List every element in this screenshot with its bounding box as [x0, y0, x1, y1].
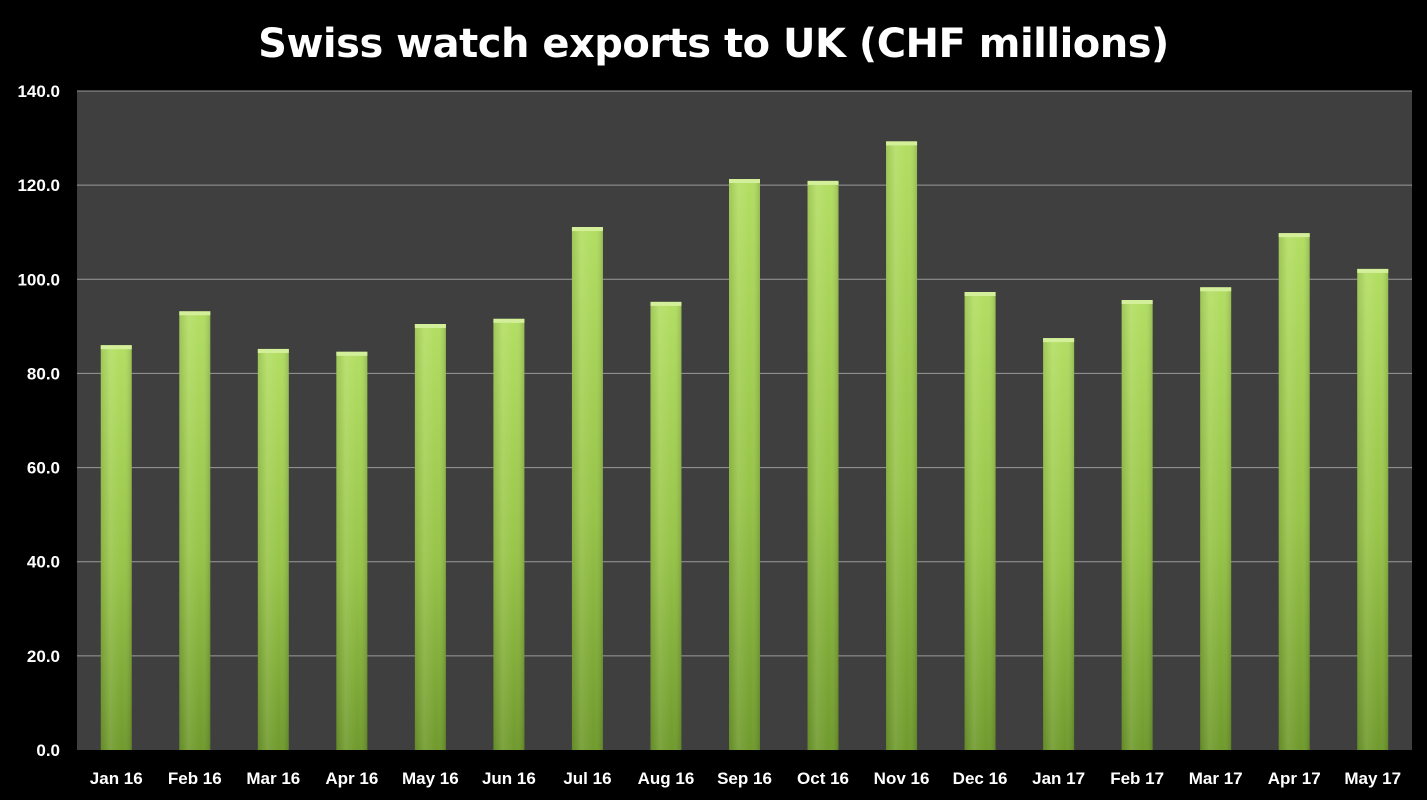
x-tick-label: Jan 17	[1032, 769, 1085, 788]
bar-shading	[336, 351, 368, 750]
bar-shading	[1278, 233, 1310, 751]
bar-shading	[807, 180, 839, 750]
bar-shading	[1200, 287, 1232, 750]
x-tick-label: Jul 16	[563, 769, 611, 788]
bar-shading	[179, 311, 211, 750]
x-tick-label: Apr 17	[1268, 769, 1321, 788]
bar-top-highlight	[1043, 338, 1075, 343]
bar-top-highlight	[179, 311, 211, 316]
bar-top-highlight	[807, 180, 839, 185]
x-tick-label: Mar 17	[1189, 769, 1243, 788]
bar-top-highlight	[886, 141, 918, 146]
x-tick-label: Dec 16	[953, 769, 1008, 788]
bar-shading	[414, 324, 446, 750]
x-tick-label: Oct 16	[797, 769, 849, 788]
y-axis-tick-labels: 0.0 20.0 40.0 60.0 80.0 100.0 120.0 140.0	[17, 82, 60, 760]
bar-shading	[257, 348, 289, 750]
chart-title: Swiss watch exports to UK (CHF millions)	[258, 21, 1169, 67]
y-tick-label: 120.0	[17, 176, 60, 195]
x-tick-label: May 17	[1344, 769, 1401, 788]
bar-shading	[886, 141, 918, 750]
bar-shading	[964, 291, 996, 750]
y-tick-label: 140.0	[17, 82, 60, 101]
bar-shading	[100, 345, 132, 750]
x-tick-label: Mar 16	[246, 769, 300, 788]
y-tick-label: 40.0	[27, 553, 60, 572]
bar-top-highlight	[100, 345, 132, 350]
x-tick-label: Jun 16	[482, 769, 536, 788]
bar-top-highlight	[336, 351, 368, 356]
bar-shading	[493, 318, 525, 750]
bar-top-highlight	[414, 324, 446, 329]
bar-top-highlight	[1357, 268, 1389, 273]
x-tick-label: Jan 16	[90, 769, 143, 788]
bar-top-highlight	[729, 179, 760, 184]
x-axis-tick-labels: Jan 16 Feb 16 Mar 16 Apr 16 May 16 Jun 16 Jul …	[90, 769, 1401, 788]
bar-top-highlight	[257, 348, 289, 353]
y-tick-label: 20.0	[27, 647, 60, 666]
bar-top-highlight	[650, 301, 682, 306]
y-tick-label: 100.0	[17, 270, 60, 289]
bar-shading	[1357, 268, 1389, 750]
x-tick-label: Apr 16	[325, 769, 378, 788]
bar-top-highlight	[1200, 287, 1232, 292]
bar-shading	[729, 179, 760, 751]
bar-shading	[1121, 299, 1153, 750]
bars	[100, 141, 1389, 751]
bar-top-highlight	[964, 291, 996, 296]
x-tick-label: Sep 16	[717, 769, 772, 788]
y-tick-label: 0.0	[36, 741, 60, 760]
bar-shading	[650, 301, 682, 750]
x-tick-label: Aug 16	[638, 769, 695, 788]
bar-top-highlight	[571, 227, 603, 232]
y-tick-label: 60.0	[27, 459, 60, 478]
x-tick-label: May 16	[402, 769, 459, 788]
bar-shading	[571, 227, 603, 750]
bar-top-highlight	[493, 318, 525, 323]
bar-top-highlight	[1121, 299, 1153, 304]
x-tick-label: Feb 16	[168, 769, 222, 788]
x-tick-label: Feb 17	[1110, 769, 1164, 788]
bar-shading	[1043, 338, 1075, 750]
bar-top-highlight	[1278, 233, 1310, 238]
x-tick-label: Nov 16	[874, 769, 930, 788]
y-tick-label: 80.0	[27, 364, 60, 383]
